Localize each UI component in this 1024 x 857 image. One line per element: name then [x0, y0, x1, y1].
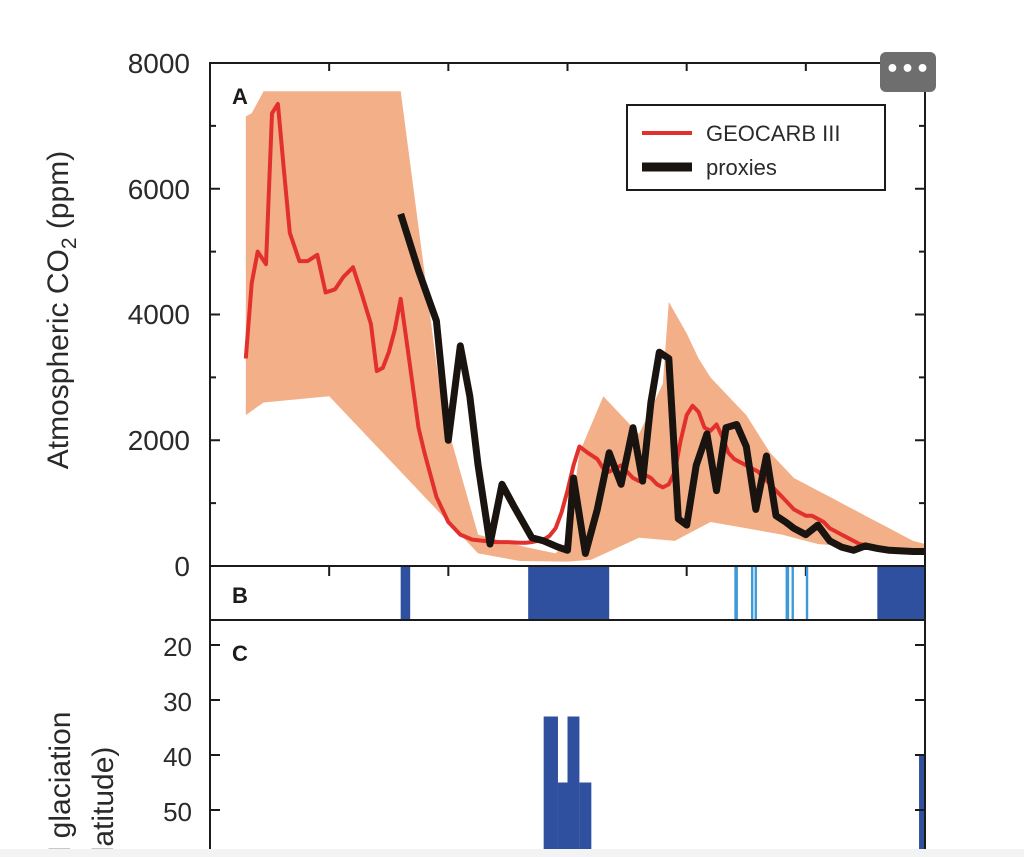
more-options-button[interactable]: •••: [880, 52, 936, 92]
legend-proxies-label: proxies: [706, 155, 777, 180]
panel-c: C 20 30 40 50 al glaciation olatitude): [44, 620, 926, 857]
geocarb-iii-line: [243, 101, 925, 555]
glaciation-band-minor: [805, 566, 809, 620]
glaciation-latitude-bars: [543, 716, 925, 850]
legend: GEOCARB III proxies: [626, 104, 886, 191]
glaciation-latitude-bar: [579, 782, 592, 850]
geocarb-uncertainty-envelope: [245, 91, 925, 562]
legend-geocarb-label: GEOCARB III: [706, 121, 840, 146]
glaciation-band-minor: [754, 566, 757, 620]
proxies-line: [397, 212, 925, 557]
glaciation-band-minor: [791, 566, 794, 620]
panel-a-label: A: [232, 84, 248, 109]
c-tick-label-20: 20: [163, 632, 192, 662]
glaciation-band-minor: [785, 566, 790, 620]
c-tick-label-30: 30: [163, 687, 192, 717]
panel-b: B: [209, 565, 926, 621]
y-axis-label-co2: Atmospheric CO2 (ppm): [42, 151, 81, 469]
panel-c-label: C: [232, 641, 248, 666]
y-tick-label-0: 0: [174, 551, 190, 582]
glaciation-latitude-bar: [557, 782, 568, 850]
legend-box: [626, 104, 886, 191]
c-tick-label-50: 50: [163, 797, 192, 827]
bottom-scroll-edge: [0, 849, 1024, 857]
c-tick-label-40: 40: [163, 742, 192, 772]
glaciation-band-minor: [751, 566, 754, 620]
panel-c-ylabel-line2: olatitude): [87, 747, 120, 857]
panel-c-ylabel-line1: al glaciation: [44, 712, 77, 857]
panel-b-label: B: [232, 583, 248, 608]
glaciation-latitude-bar: [919, 755, 925, 850]
y-tick-label-8000: 8000: [128, 48, 190, 79]
panel-b-frame: [209, 565, 926, 621]
glaciation-band-major: [528, 566, 610, 620]
glaciation-latitude-bar: [543, 716, 558, 850]
y-tick-label-4000: 4000: [128, 299, 190, 330]
glaciation-latitude-bar: [567, 716, 580, 850]
glaciation-band-minor: [734, 566, 738, 620]
panel-a: A 8000 6000 4000 2000 0 Atmospheric CO2 …: [42, 48, 926, 582]
y-tick-label-2000: 2000: [128, 425, 190, 456]
y-tick-label-6000: 6000: [128, 174, 190, 205]
glaciation-bands: [400, 566, 925, 620]
glaciation-band-major: [877, 566, 925, 620]
glaciation-band-major: [400, 566, 411, 620]
panel-c-ticks: [210, 644, 925, 811]
